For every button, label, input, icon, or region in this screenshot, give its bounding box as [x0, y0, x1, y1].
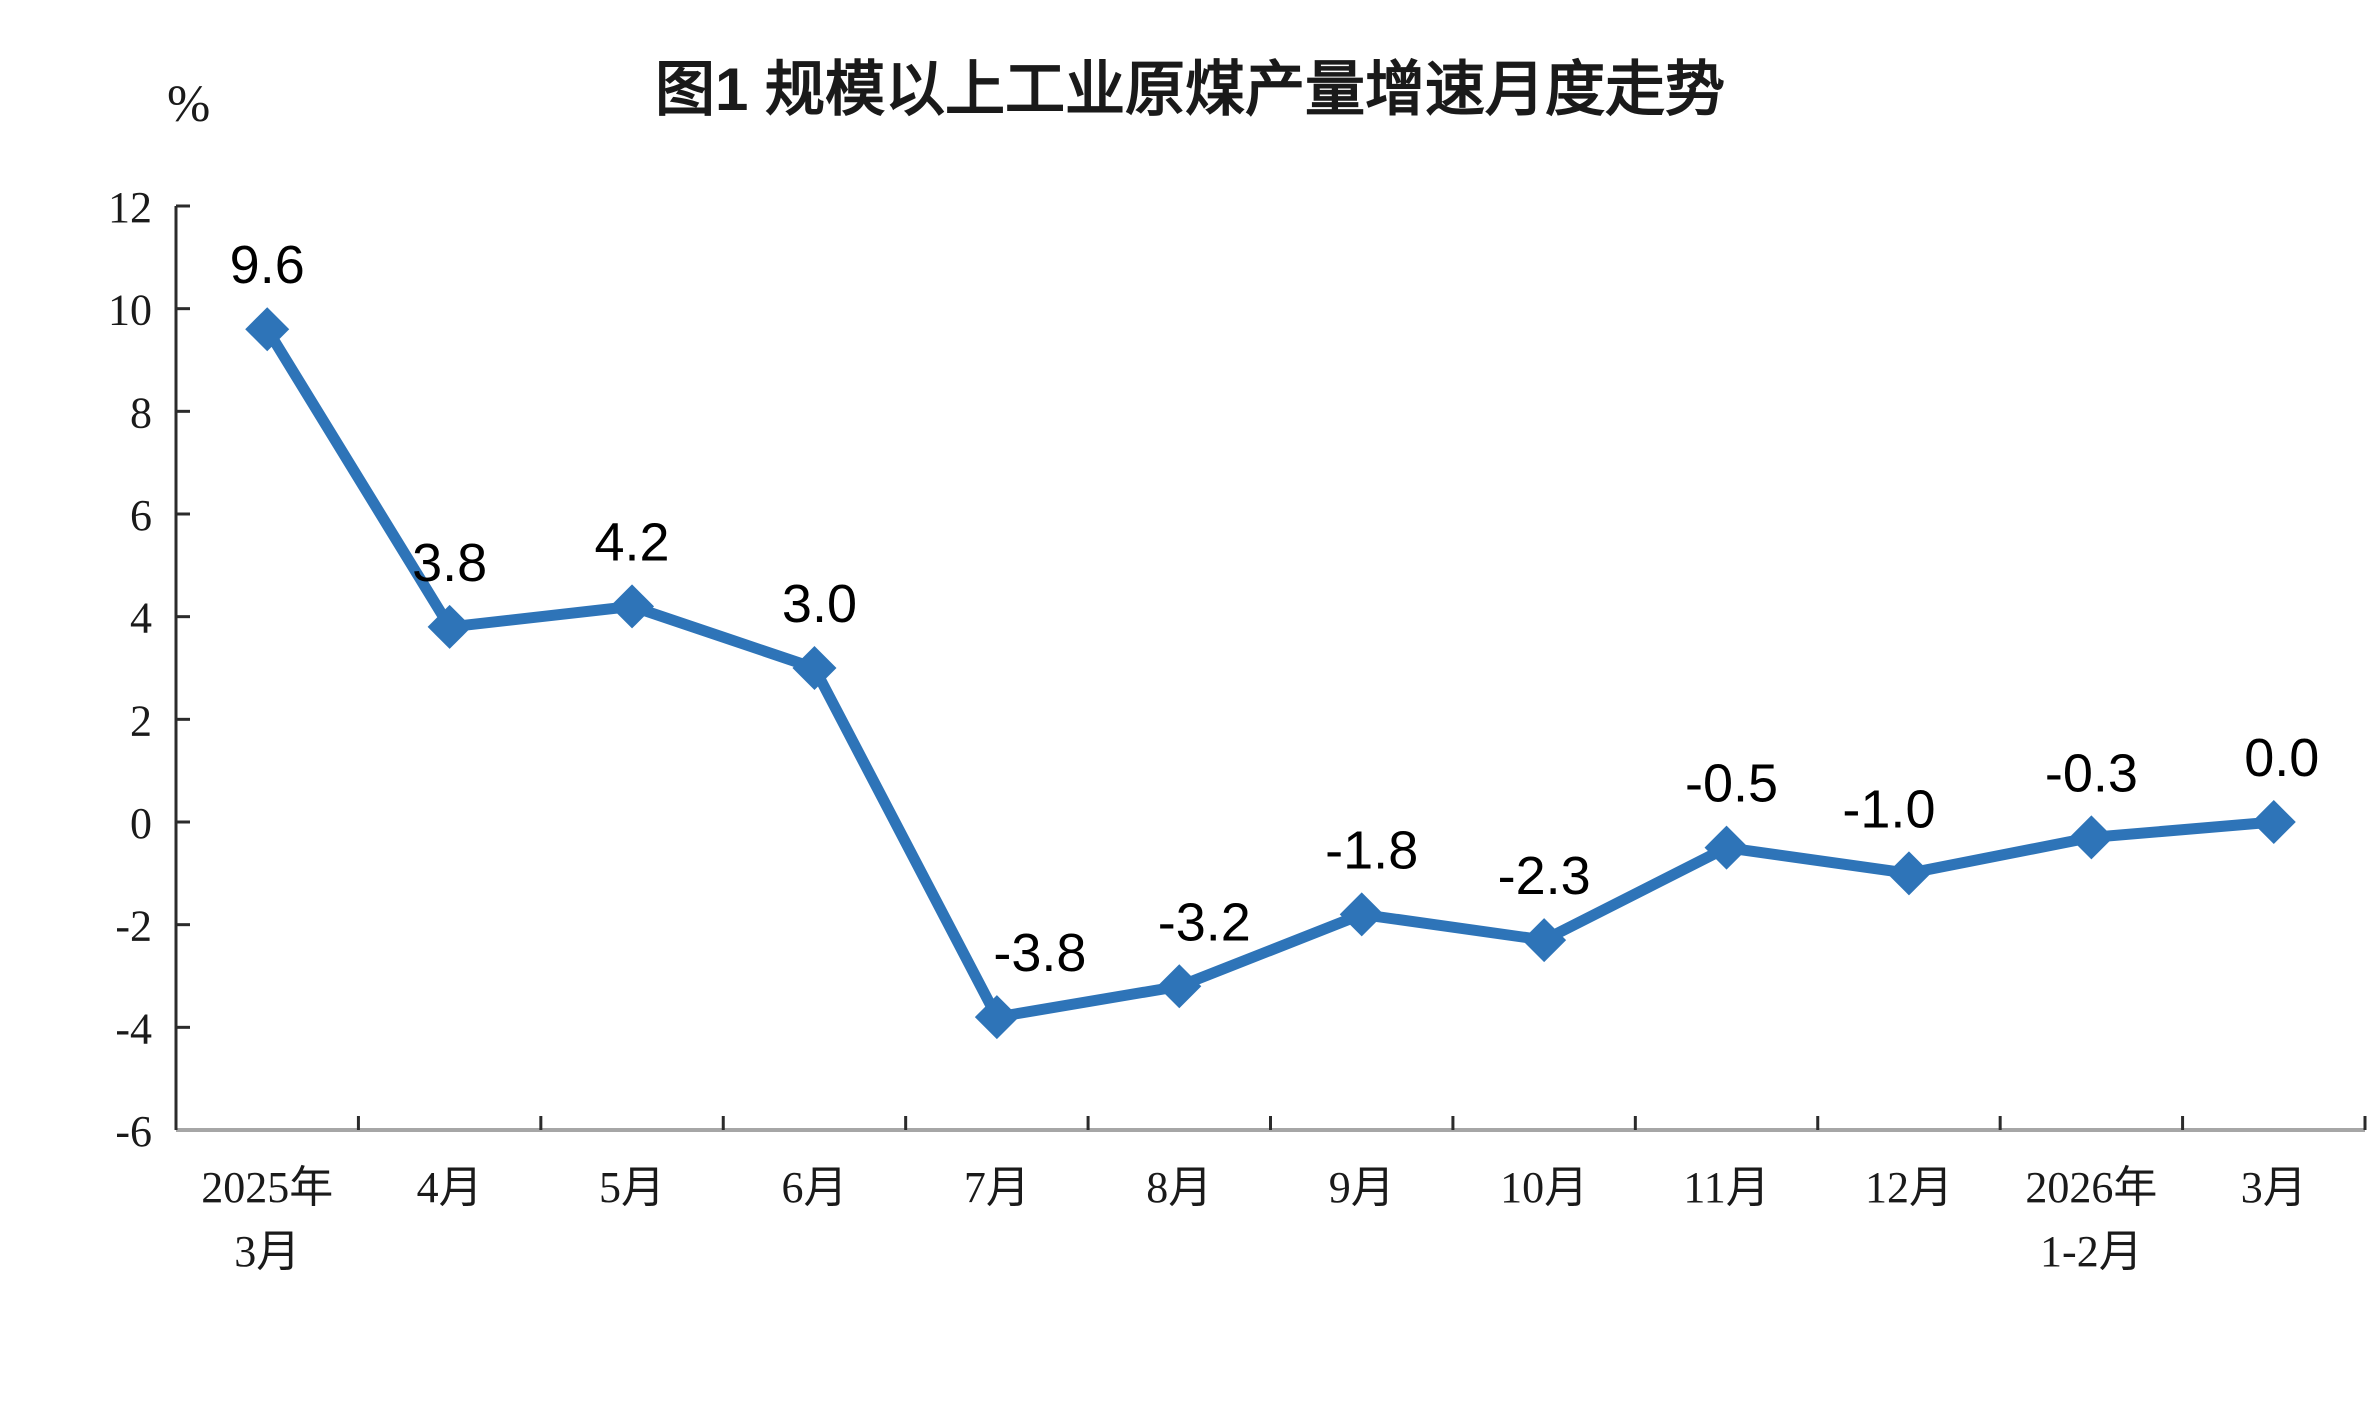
data-point-marker: [610, 584, 655, 629]
data-point-marker: [1157, 964, 1202, 1009]
x-tick-label: 3月: [2241, 1163, 2307, 1212]
data-point-marker: [1522, 918, 1567, 963]
data-point-marker: [1704, 825, 1749, 870]
x-tick-label: 7月: [964, 1163, 1030, 1212]
data-point-marker: [1339, 892, 1384, 937]
data-point-label: -3.8: [993, 923, 1086, 983]
x-tick-label: 12月: [1865, 1163, 1953, 1212]
data-point-marker: [2251, 800, 2296, 844]
data-point-marker: [245, 307, 290, 352]
x-tick-label: 4月: [417, 1163, 483, 1212]
x-tick-label: 2025年 3月: [201, 1163, 333, 1276]
data-point-label: -1.0: [1842, 779, 1935, 839]
data-point-marker: [2069, 815, 2114, 860]
data-point-label: 3.8: [412, 533, 487, 593]
chart-title: 图1 规模以上工业原煤产量增速月度走势: [655, 56, 1725, 123]
x-tick-label: 10月: [1500, 1163, 1588, 1212]
data-line-series: [245, 307, 2296, 1040]
data-point-label: 4.2: [595, 512, 670, 572]
y-tick-label: 2: [130, 696, 152, 745]
x-tick-label: 9月: [1329, 1163, 1395, 1212]
x-tick-label: 8月: [1146, 1163, 1212, 1212]
y-tick-label: 8: [130, 388, 152, 437]
y-axis: 12 10 8 6 4 2 0 -2 -4 -6: [108, 183, 190, 1156]
data-point-label: 9.6: [230, 235, 305, 295]
data-point-marker: [792, 646, 837, 690]
data-point-labels: 9.6 3.8 4.2 3.0 -3.8 -3.2 -1.8 -2.3 -0.5 -1.0 -0.3…: [230, 235, 2320, 983]
data-point-label: -0.3: [2045, 743, 2138, 803]
y-tick-label: -6: [115, 1107, 152, 1156]
x-tick-label: 6月: [781, 1163, 847, 1212]
data-point-label: -0.5: [1685, 754, 1778, 814]
data-point-label: -1.8: [1325, 820, 1418, 880]
x-tick-label: 2026年 1-2月: [2025, 1163, 2157, 1276]
data-line: [261, 323, 2280, 1023]
data-point-label: -2.3: [1498, 846, 1591, 906]
data-point-label: -3.2: [1158, 892, 1251, 952]
x-tick-label: 11月: [1683, 1163, 1769, 1212]
data-point-label: 0.0: [2244, 728, 2319, 788]
y-tick-label: 6: [130, 491, 152, 540]
y-tick-label: -2: [115, 902, 152, 951]
data-point-marker: [974, 995, 1019, 1040]
data-point-label: 3.0: [782, 574, 857, 634]
y-tick-label: -4: [115, 1004, 152, 1053]
x-tick-label: 5月: [599, 1163, 665, 1212]
y-tick-label: 4: [130, 594, 152, 643]
y-tick-label: 12: [108, 183, 152, 232]
x-axis: 2025年 3月 4月 5月 6月 7月 8月 9月 10月 11月 12月 2026年 1-2月 3月: [174, 1116, 2367, 1276]
data-point-marker: [1886, 851, 1931, 896]
y-tick-label: 0: [130, 799, 152, 848]
y-tick-label: 10: [108, 286, 152, 335]
data-point-marker: [427, 604, 472, 649]
y-axis-unit-label: %: [167, 76, 210, 133]
